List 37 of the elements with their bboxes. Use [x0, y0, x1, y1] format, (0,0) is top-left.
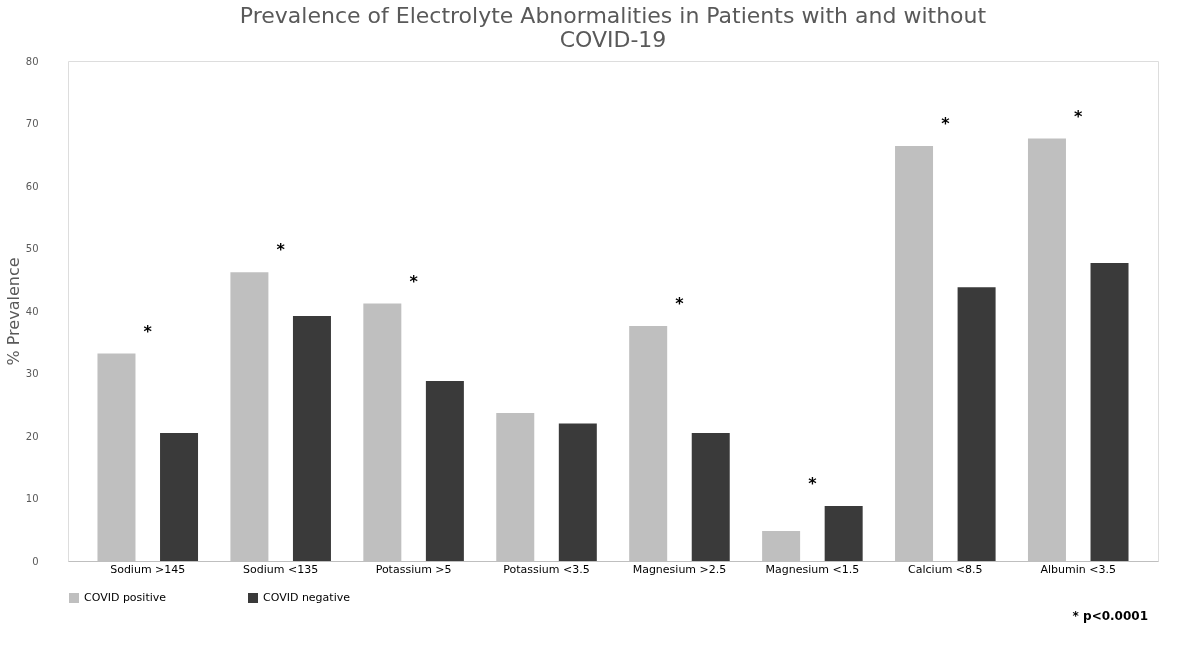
bar	[691, 432, 730, 561]
x-tick-label: Magnesium <1.5	[765, 562, 860, 576]
y-tick-label: 50	[25, 243, 39, 254]
bar	[558, 423, 597, 561]
y-axis-title: % Prevalence	[3, 257, 23, 366]
y-tick-label: 70	[25, 118, 39, 129]
x-tick-label: Sodium <135	[243, 562, 319, 576]
y-tick-label: 30	[25, 368, 39, 379]
legend-label: COVID negative	[263, 591, 351, 604]
x-tick-label: Potassium >5	[375, 562, 452, 576]
annotation: *	[143, 321, 153, 341]
annotation: *	[276, 240, 286, 260]
bar	[425, 381, 464, 561]
chart-title: Prevalence of Electrolyte Abnormalities in Patients with and without COVID-19	[239, 3, 987, 52]
y-tick-label: 80	[25, 55, 39, 67]
annotation: *	[675, 294, 685, 313]
x-tick-label: Sodium >145	[110, 562, 186, 576]
legend-label: COVID positive	[84, 591, 167, 604]
y-tick-label: 60	[25, 180, 39, 192]
y-tick-label: 40	[25, 305, 39, 317]
y-tick-label: 0	[32, 555, 39, 567]
annotation: *	[808, 474, 818, 493]
x-tick-label: Albumin <3.5	[1040, 562, 1116, 576]
annotation: *	[941, 114, 951, 133]
text: * p<0.0001	[1072, 609, 1148, 623]
bar	[824, 506, 863, 561]
bar	[957, 287, 996, 561]
bar	[1090, 262, 1129, 561]
bar	[292, 316, 331, 561]
x-tick-label: Potassium <3.5	[503, 562, 590, 576]
annotation: *	[1074, 106, 1084, 126]
x-tick-label: Calcium <8.5	[908, 562, 983, 576]
bar	[160, 432, 199, 561]
y-tick-label: 10	[25, 493, 39, 504]
x-tick-label: Magnesium >2.5	[632, 562, 727, 576]
annotation: *	[409, 271, 419, 291]
y-tick-label: 20	[25, 430, 39, 442]
